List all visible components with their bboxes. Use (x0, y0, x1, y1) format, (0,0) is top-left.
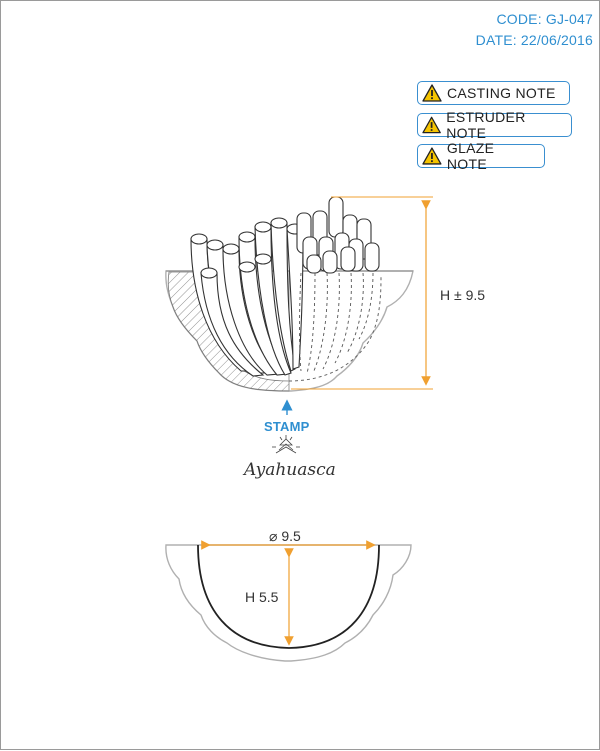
glaze-note-label: GLAZE NOTE (446, 140, 495, 172)
glaze-note-button[interactable]: GLAZE NOTE (417, 140, 545, 172)
casting-note-label: CASTING NOTE (447, 85, 556, 101)
tube-cluster-right (296, 196, 380, 274)
tube-cluster-left (190, 217, 304, 377)
svg-text:Ayahuasca: Ayahuasca (242, 460, 336, 480)
diameter-label: ⌀ 9.5 (269, 528, 301, 544)
height-label-lower: H 5.5 (245, 589, 279, 605)
drawing-date: DATE: 22/06/2016 (475, 32, 593, 48)
warning-icon (422, 84, 442, 102)
casting-note-button[interactable]: CASTING NOTE (417, 81, 570, 105)
warning-icon (422, 147, 442, 165)
estruder-note-label: ESTRUDER NOTE (446, 109, 526, 141)
warning-icon (422, 116, 441, 134)
ayahuasca-logo: Ayahuasca (242, 435, 336, 480)
height-dimension-upper (291, 196, 433, 390)
height-label-upper: H ± 9.5 (440, 287, 486, 303)
estruder-note-button[interactable]: ESTRUDER NOTE (417, 109, 572, 141)
bowl-front-view (165, 196, 414, 392)
bowl-section-view (165, 540, 412, 662)
stamp-label: STAMP (264, 419, 310, 434)
product-code: CODE: GJ-047 (496, 11, 593, 27)
